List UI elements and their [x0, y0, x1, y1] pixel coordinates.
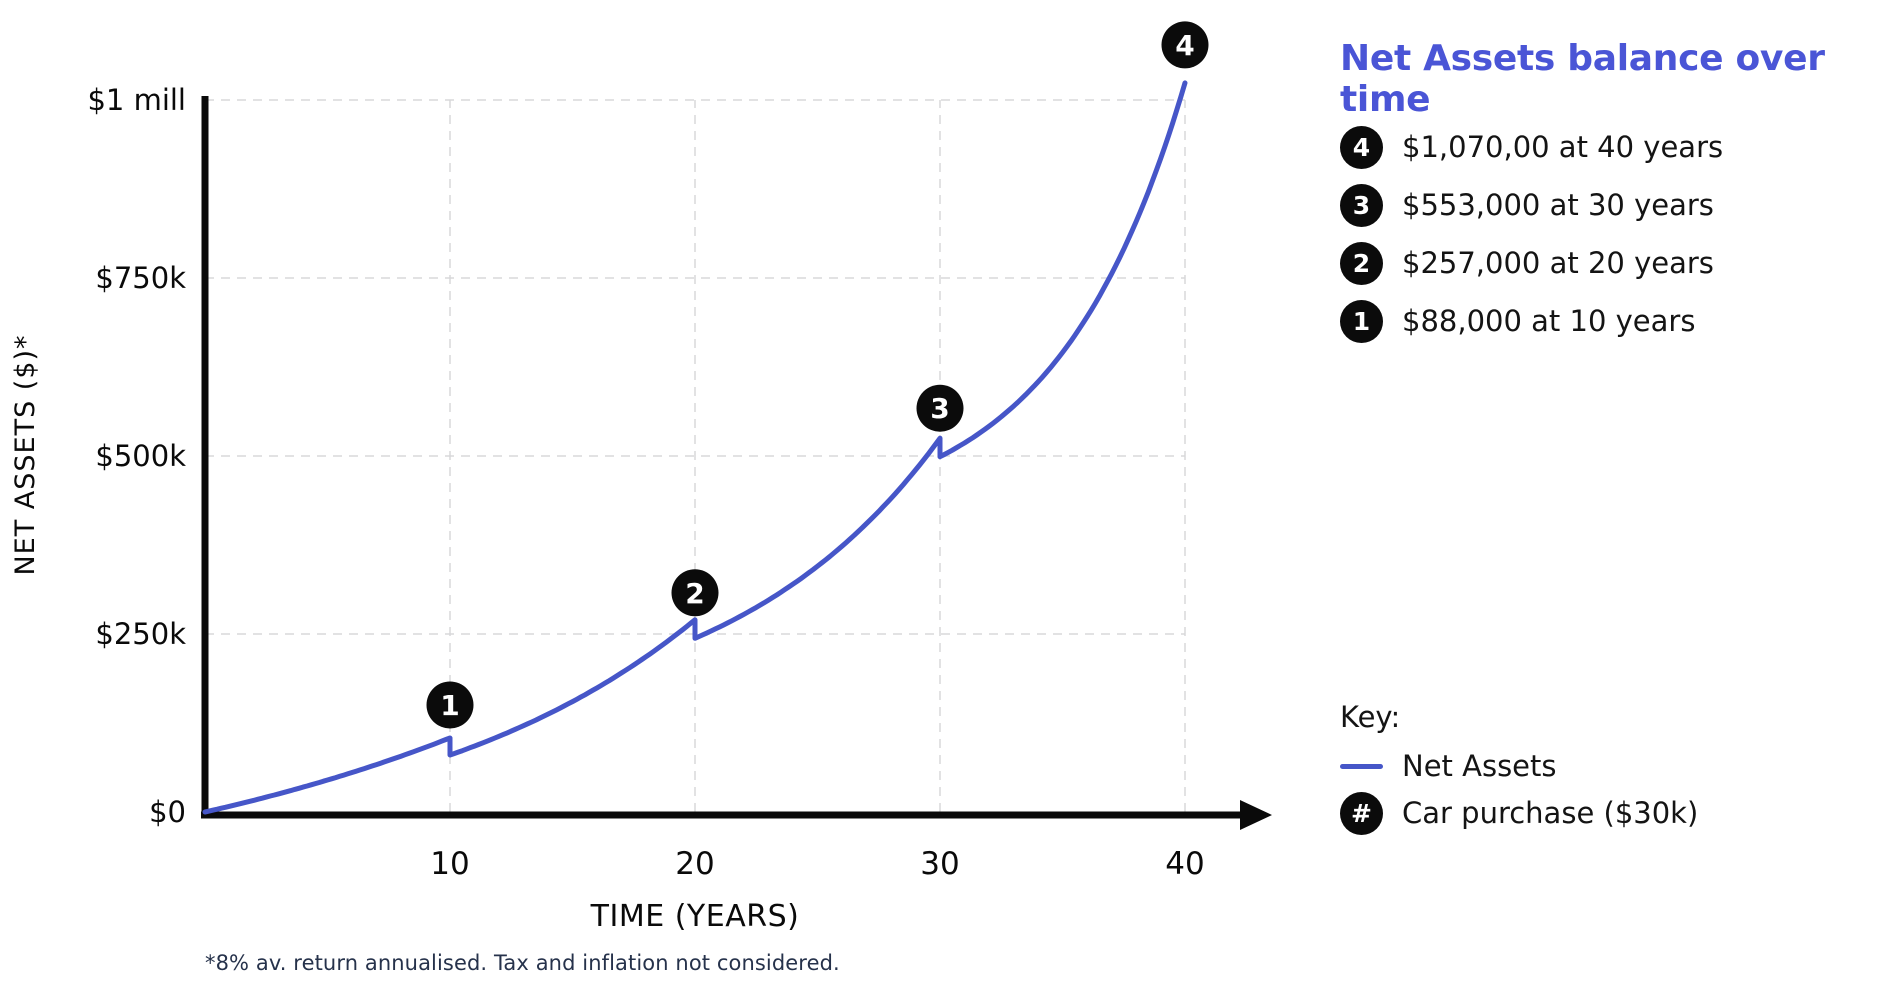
x-tick-label-40: 40: [1165, 846, 1204, 882]
key-item-car-purchase-label: Car purchase ($30k): [1402, 796, 1699, 830]
net-assets-curve: [202, 80, 1188, 815]
y-tick-label-1000: $1 mill: [87, 83, 186, 117]
grid-layer: [205, 99, 1186, 812]
key-item-car-purchase: # Car purchase ($30k): [1340, 791, 1698, 835]
y-axis-title: NET ASSETS ($)*: [10, 334, 41, 575]
y-tick-label-500: $500k: [95, 439, 186, 473]
annotation-item-10y: 1 $88,000 at 10 years: [1340, 292, 1723, 350]
y-tick-label-250: $250k: [95, 617, 186, 651]
marker-number-3: 3: [930, 392, 949, 425]
key-label: Key:: [1340, 700, 1401, 734]
chart-title: Net Assets balance over time: [1340, 38, 1825, 120]
x-tick-label-20: 20: [675, 846, 714, 882]
x-tick-label-10: 10: [430, 846, 469, 882]
net-assets-chart: 10 20 30 40 $0 $250k $500k $750k $1 mill 1 2 3 4 TI…: [10, 21, 1272, 934]
hash-badge-icon: #: [1340, 791, 1383, 835]
footnote: *8% av. return annualised. Tax and infla…: [205, 951, 840, 975]
marker-number-4: 4: [1175, 29, 1194, 62]
annotation-item-40y: 4 $1,070,00 at 40 years: [1340, 118, 1723, 176]
marker-circle-1: [426, 681, 474, 729]
annotation-badge-4: 4: [1340, 125, 1383, 169]
marker-number-1: 1: [440, 689, 459, 722]
annotation-badge-3: 3: [1340, 183, 1383, 227]
key-item-net-assets: Net Assets: [1340, 744, 1698, 788]
annotation-badge-1: 1: [1340, 299, 1383, 343]
y-tick-label-750: $750k: [95, 261, 186, 295]
legend-key: Key: Net Assets # Car purchase ($30k): [1340, 700, 1698, 835]
marker-3: 3: [916, 384, 964, 432]
marker-number-2: 2: [685, 577, 704, 610]
curve-layer: [202, 80, 1188, 815]
x-tick-label-30: 30: [920, 846, 959, 882]
marker-circle-4: [1161, 21, 1209, 69]
marker-layer: 1 2 3 4: [426, 21, 1209, 729]
chart-canvas: 10 20 30 40 $0 $250k $500k $750k $1 mill 1 2 3 4 TI…: [10, 21, 1272, 934]
annotation-text-10y: $88,000 at 10 years: [1402, 304, 1696, 338]
annotation-item-30y: 3 $553,000 at 30 years: [1340, 176, 1723, 234]
annotation-item-20y: 2 $257,000 at 20 years: [1340, 234, 1723, 292]
key-item-net-assets-label: Net Assets: [1402, 749, 1557, 783]
x-axis-title: TIME (YEARS): [590, 899, 800, 934]
y-tick-label-0: $0: [149, 795, 186, 829]
line-swatch-icon: [1340, 763, 1383, 769]
marker-4: 4: [1161, 21, 1209, 69]
marker-1: 1: [426, 681, 474, 729]
x-axis-arrow-icon: [1240, 800, 1272, 830]
annotation-badge-2: 2: [1340, 241, 1383, 285]
marker-2: 2: [671, 569, 719, 617]
annotation-text-20y: $257,000 at 20 years: [1402, 246, 1714, 280]
tick-layer: 10 20 30 40 $0 $250k $500k $750k $1 mill: [87, 83, 1204, 882]
marker-circle-3: [916, 384, 964, 432]
annotation-list: 4 $1,070,00 at 40 years 3 $553,000 at 30…: [1340, 118, 1723, 350]
marker-circle-2: [671, 569, 719, 617]
annotation-text-30y: $553,000 at 30 years: [1402, 188, 1714, 222]
annotation-text-40y: $1,070,00 at 40 years: [1402, 130, 1724, 164]
